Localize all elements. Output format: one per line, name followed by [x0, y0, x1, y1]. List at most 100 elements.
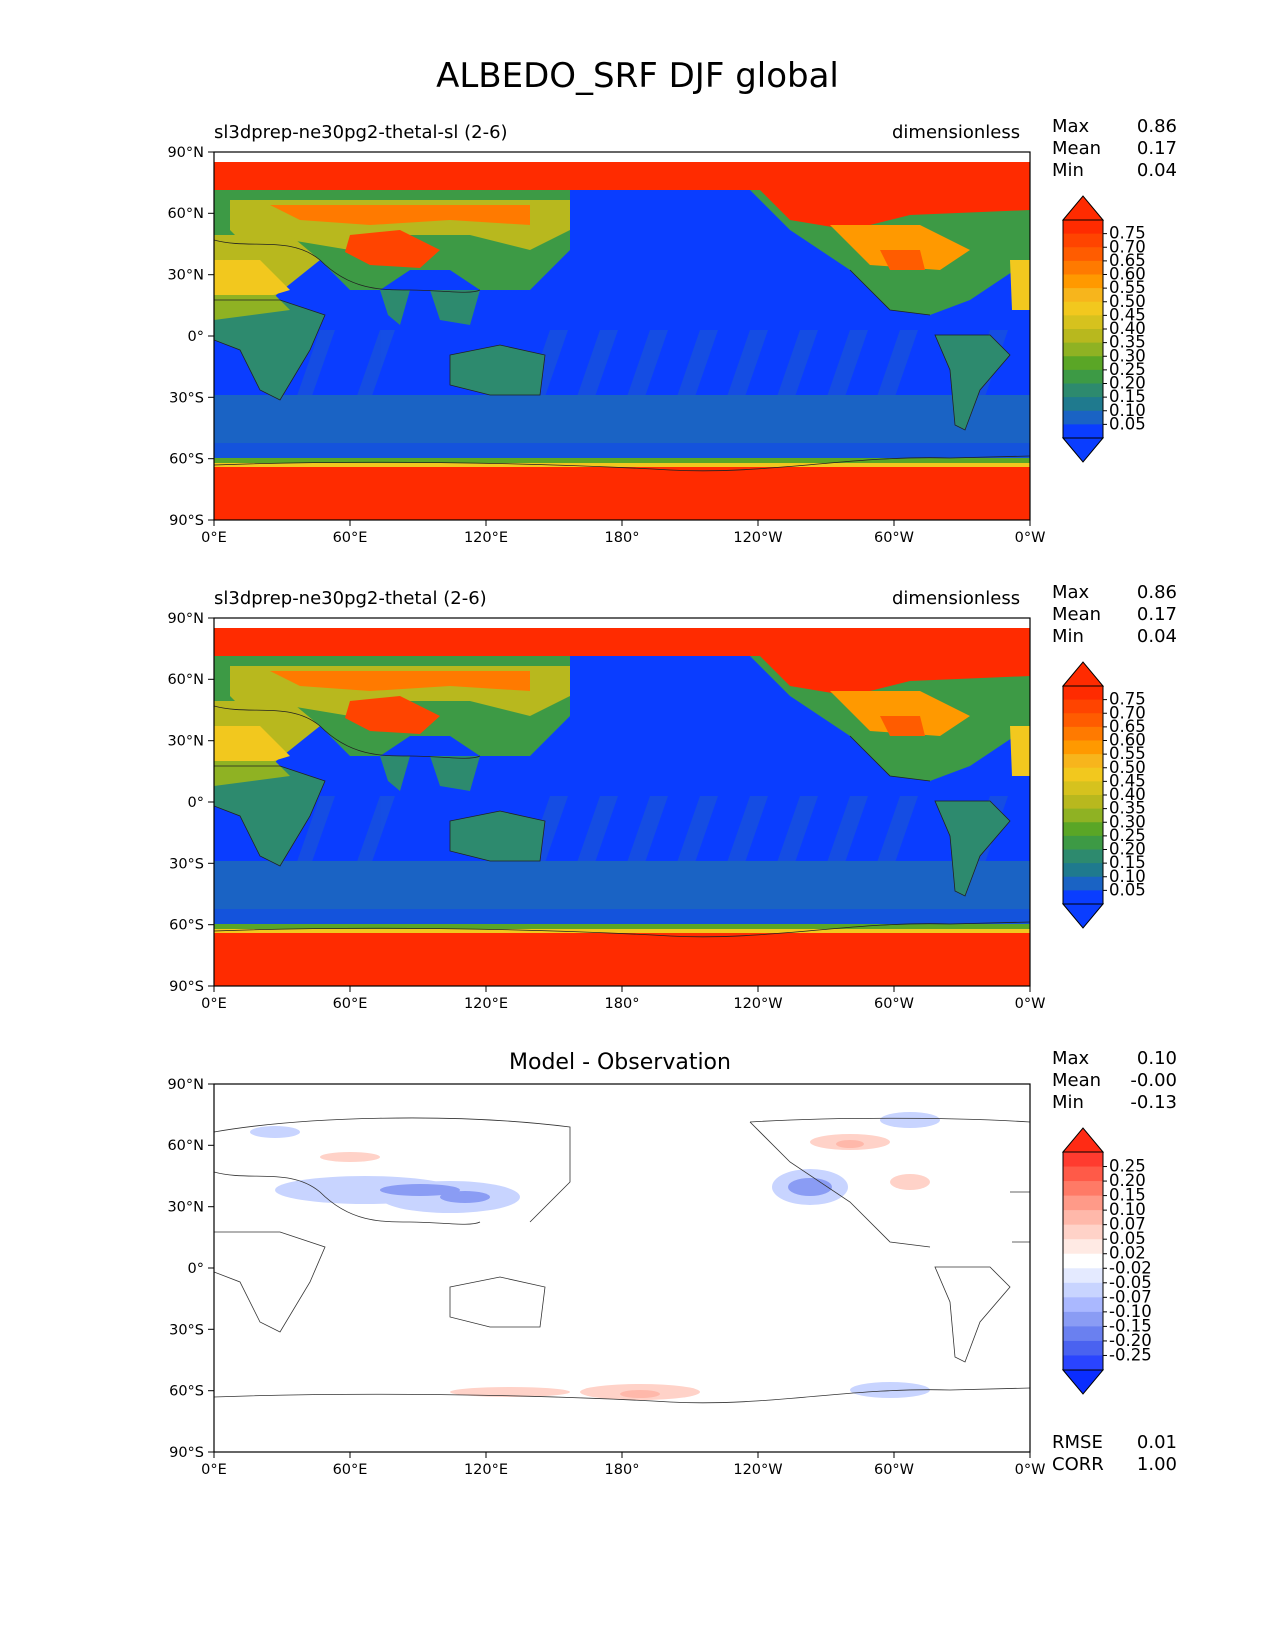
colorbar-label: 0.60 [1109, 731, 1146, 750]
panel2-map: 90°N 60°N 30°N 0° 30°S 60°S 90°S 0°E 60°… [167, 611, 1045, 1012]
colorbar-segment [1063, 1181, 1103, 1197]
colorbar-label: 0.65 [1109, 251, 1146, 270]
panel3-ytick: 60°S [169, 1384, 204, 1400]
panel3-ytick: 60°N [167, 1138, 204, 1154]
panel3-min-label: Min [1052, 1092, 1084, 1113]
colorbar-label: 0.70 [1109, 703, 1146, 722]
colorbar-label: 0.20 [1109, 374, 1146, 393]
colorbar-label: 0.15 [1109, 1186, 1146, 1205]
panel3-colorbar: 0.250.200.150.100.070.050.02-0.02-0.05-0… [1061, 1127, 1152, 1395]
colorbar-segment [1063, 808, 1103, 823]
panel1-xtick: 60°W [874, 530, 914, 546]
colorbar-label: 0.15 [1109, 387, 1146, 406]
colorbar-label: 0.40 [1109, 319, 1146, 338]
colorbar-segment [1063, 1268, 1103, 1284]
colorbar-segment [1063, 1195, 1103, 1211]
colorbar-label: 0.55 [1109, 278, 1146, 297]
panel1-title-right: dimensionless [892, 122, 1021, 143]
panel1-ytick: 0° [188, 329, 204, 345]
panel3-xtick: 120°W [733, 1462, 782, 1478]
panel2-ytick: 60°S [169, 918, 204, 934]
colorbar-label: 0.75 [1109, 690, 1146, 709]
panel3-max-value: 0.10 [1136, 1048, 1177, 1069]
panel3-xtick: 0°W [1015, 1462, 1046, 1478]
panel1-colorbar: 0.750.700.650.600.550.500.450.400.350.30… [1061, 195, 1146, 463]
colorbar-segment [1063, 315, 1103, 330]
panel1-ytick: 60°S [169, 452, 204, 468]
panel3-mean-value: -0.00 [1130, 1070, 1177, 1091]
colorbar-label: -0.02 [1109, 1258, 1152, 1277]
colorbar-segment [1063, 260, 1103, 276]
colorbar-label: 0.15 [1109, 853, 1146, 872]
colorbar-label: 0.60 [1109, 265, 1146, 284]
colorbar-segment [1063, 1152, 1103, 1168]
colorbar-extend-top [1061, 661, 1105, 687]
colorbar-extend-top [1061, 1127, 1105, 1153]
colorbar-segment [1063, 686, 1103, 701]
colorbar-label: 0.65 [1109, 717, 1146, 736]
colorbar-segment [1063, 767, 1103, 782]
colorbar-segment [1063, 1340, 1103, 1357]
colorbar-label: -0.20 [1109, 1331, 1152, 1350]
panel3-max-label: Max [1052, 1048, 1090, 1069]
colorbar-label: 0.05 [1109, 414, 1146, 433]
colorbar-label: 0.20 [1109, 1171, 1146, 1190]
colorbar-label: 0.10 [1109, 1200, 1146, 1219]
colorbar-segment [1063, 1355, 1103, 1371]
colorbar-label: 0.40 [1109, 785, 1146, 804]
colorbar-segment [1063, 274, 1103, 289]
colorbar-segment [1063, 301, 1103, 316]
colorbar-label: -0.15 [1109, 1316, 1152, 1335]
panel3-ytick: 0° [188, 1261, 204, 1277]
colorbar-label: 0.07 [1109, 1215, 1146, 1234]
colorbar-label: 0.10 [1109, 401, 1146, 420]
colorbar-segment [1063, 1210, 1103, 1226]
colorbar-extend-bottom [1061, 903, 1105, 929]
colorbar-label: 0.30 [1109, 346, 1146, 365]
panel1-title-left: sl3dprep-ne30pg2-thetal-sl (2-6) [214, 122, 508, 143]
panel1-min-label: Min [1052, 160, 1084, 181]
panel2-min-value: 0.04 [1136, 626, 1177, 647]
panel1-max-value: 0.86 [1136, 116, 1177, 137]
colorbar-segment [1063, 1224, 1103, 1240]
panel2-xtick: 120°E [464, 996, 508, 1012]
panel2-ytick: 30°S [169, 856, 204, 872]
colorbar-label: -0.10 [1109, 1302, 1152, 1321]
panel1-xtick: 0°W [1015, 530, 1046, 546]
panel3-rmse-value: 0.01 [1136, 1432, 1177, 1453]
colorbar-label: 0.35 [1109, 333, 1146, 352]
panel2-ytick: 30°N [167, 734, 204, 750]
colorbar-segment [1063, 1166, 1103, 1182]
panel2-ytick: 90°N [167, 611, 204, 627]
panel1-xtick: 120°E [464, 530, 508, 546]
colorbar-segment [1063, 699, 1103, 714]
colorbar-label: 0.50 [1109, 292, 1146, 311]
colorbar-segment [1063, 835, 1103, 851]
panel2-colorbar: 0.750.700.650.600.550.500.450.400.350.30… [1061, 661, 1146, 929]
panel1-ytick: 30°N [167, 268, 204, 284]
panel2-xtick: 0°W [1015, 996, 1046, 1012]
panel3-ytick: 90°N [167, 1077, 204, 1093]
panel1-ytick: 60°N [167, 206, 204, 222]
panel2-min-label: Min [1052, 626, 1084, 647]
panel2-max-value: 0.86 [1136, 582, 1177, 603]
colorbar-segment [1063, 863, 1103, 878]
panel1-mean-value: 0.17 [1136, 138, 1177, 159]
colorbar-segment [1063, 410, 1103, 425]
colorbar-label: 0.20 [1109, 840, 1146, 859]
panel1-min-value: 0.04 [1136, 160, 1177, 181]
panel3-min-value: -0.13 [1130, 1092, 1177, 1113]
colorbar-segment [1063, 1326, 1103, 1342]
panel1-xtick: 120°W [733, 530, 782, 546]
panel3-xtick: 60°E [333, 1462, 368, 1478]
panel2-xtick: 0°E [201, 996, 227, 1012]
colorbar-segment [1063, 1282, 1103, 1298]
colorbar-segment [1063, 233, 1103, 248]
colorbar-segment [1063, 754, 1103, 769]
colorbar-label: 0.05 [1109, 1229, 1146, 1248]
colorbar-segment [1063, 369, 1103, 385]
panel1-xtick: 0°E [201, 530, 227, 546]
colorbar-label: 0.10 [1109, 867, 1146, 886]
colorbar-segment [1063, 356, 1103, 371]
panel2-xtick: 60°W [874, 996, 914, 1012]
